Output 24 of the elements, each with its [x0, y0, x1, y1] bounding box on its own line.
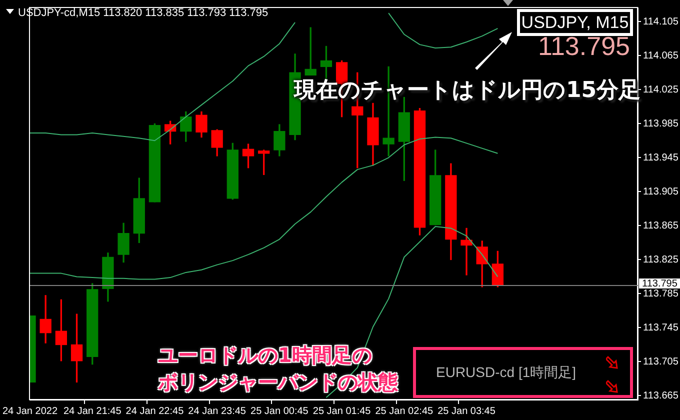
y-tick-label: 113.905 — [643, 186, 679, 198]
x-tick-label: 25 Jan 03:45 — [438, 406, 496, 417]
ref-line-label: 113.795 — [642, 278, 678, 290]
annotation: EURUSD-cd [1時間足] — [436, 364, 576, 382]
x-tick-label: 24 Jan 2022 — [2, 406, 58, 417]
y-tick-label: 113.785 — [643, 288, 679, 300]
x-tick-label: 24 Jan 23:45 — [188, 406, 246, 417]
y-tick-label: 113.745 — [643, 322, 679, 334]
x-tick-label: 25 Jan 02:45 — [375, 406, 434, 417]
x-tick-label: 25 Jan 01:45 — [312, 406, 372, 417]
text: USDJPY, M15 — [517, 9, 633, 36]
y-tick-label: 113.705 — [643, 356, 679, 368]
x-tick-label: 24 Jan 21:45 — [63, 406, 122, 417]
x-tick-label: 25 Jan 00:45 — [250, 406, 309, 417]
y-tick-label: 113.665 — [643, 390, 679, 402]
y-tick-label: 113.865 — [643, 220, 679, 232]
y-tick-label: 113.825 — [643, 254, 679, 266]
y-tick-label: 114.025 — [643, 84, 679, 96]
y-tick-label: 114.105 — [643, 16, 679, 28]
y-tick-label: 113.985 — [643, 118, 679, 130]
candlestick — [460, 228, 472, 276]
y-tick-label: 113.945 — [643, 152, 679, 164]
x-tick-label: 24 Jan 22:45 — [126, 406, 184, 417]
y-tick-label: 114.065 — [643, 50, 679, 62]
